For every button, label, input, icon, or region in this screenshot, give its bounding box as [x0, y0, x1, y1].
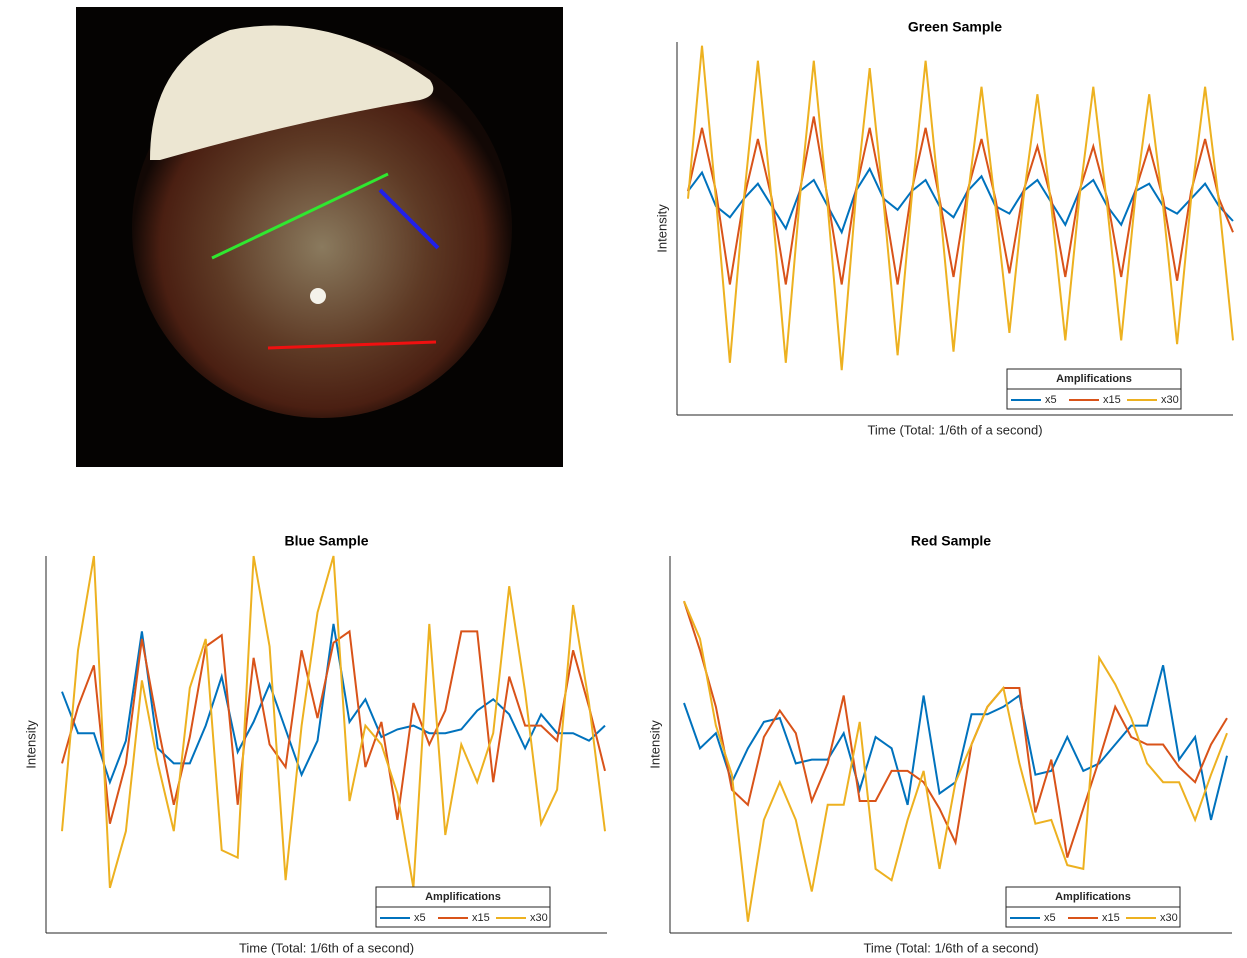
- series-line: [61, 623, 606, 786]
- legend-title: Amplifications: [1055, 891, 1131, 903]
- series-line: [683, 665, 1228, 821]
- series-line: [683, 600, 1228, 858]
- legend-label: x15: [472, 912, 490, 924]
- series-line: [61, 629, 606, 824]
- y-axis-label: Intensity: [647, 720, 662, 769]
- legend-title: Amplifications: [425, 891, 501, 903]
- series-line: [687, 116, 1234, 285]
- legend-label: x30: [1160, 912, 1178, 924]
- legend-label: x5: [1044, 912, 1056, 924]
- y-axis-label: Intensity: [654, 204, 669, 253]
- series-line: [687, 45, 1234, 371]
- x-axis-label: Time (Total: 1/6th of a second): [867, 422, 1042, 437]
- y-axis-label: Intensity: [23, 720, 38, 769]
- series-line: [61, 555, 606, 889]
- chart-title: Blue Sample: [284, 533, 368, 549]
- legend-label: x5: [1045, 394, 1057, 406]
- legend-label: x30: [1161, 394, 1179, 406]
- chart-title: Green Sample: [908, 19, 1002, 35]
- legend-label: x5: [414, 912, 426, 924]
- series-line: [683, 600, 1228, 922]
- legend-title: Amplifications: [1056, 373, 1132, 385]
- legend-label: x30: [530, 912, 548, 924]
- series-line: [687, 166, 1234, 235]
- x-axis-label: Time (Total: 1/6th of a second): [239, 940, 414, 955]
- legend-label: x15: [1103, 394, 1121, 406]
- legend-label: x15: [1102, 912, 1120, 924]
- photo: [76, 7, 563, 467]
- chart-title: Red Sample: [911, 533, 991, 549]
- x-axis-label: Time (Total: 1/6th of a second): [863, 940, 1038, 955]
